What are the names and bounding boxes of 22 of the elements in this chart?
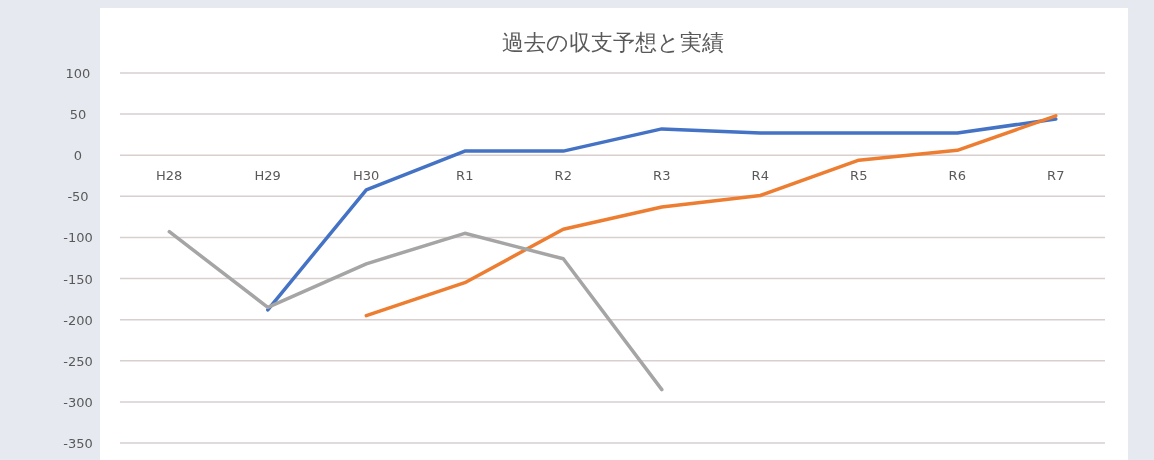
y-tick-label: 100 (65, 66, 91, 81)
y-tick-label: -150 (63, 271, 93, 287)
y-tick-label: -50 (67, 189, 89, 205)
chart-title: 過去の収支予想と実績 (501, 30, 724, 55)
y-tick-label: -250 (63, 353, 93, 369)
x-tick-label: R5 (850, 168, 868, 184)
x-tick-label: R6 (948, 168, 966, 184)
x-tick-label: R4 (751, 168, 769, 184)
x-tick-label: H29 (254, 168, 281, 184)
y-tick-label: -100 (63, 230, 93, 246)
x-tick-label: H30 (353, 168, 380, 184)
y-tick-label: 0 (73, 148, 83, 164)
y-tick-label: -200 (63, 312, 93, 328)
x-tick-label: R3 (653, 168, 671, 184)
line-series (167, 229, 664, 392)
y-tick-label: 50 (69, 107, 87, 123)
y-tick-label: -300 (63, 394, 93, 410)
x-tick-label: R1 (456, 168, 474, 184)
x-tick-label: H28 (156, 168, 183, 184)
y-tick-label: -350 (63, 436, 93, 451)
x-tick-label: R7 (1047, 168, 1065, 184)
x-tick-label: R2 (554, 168, 572, 184)
